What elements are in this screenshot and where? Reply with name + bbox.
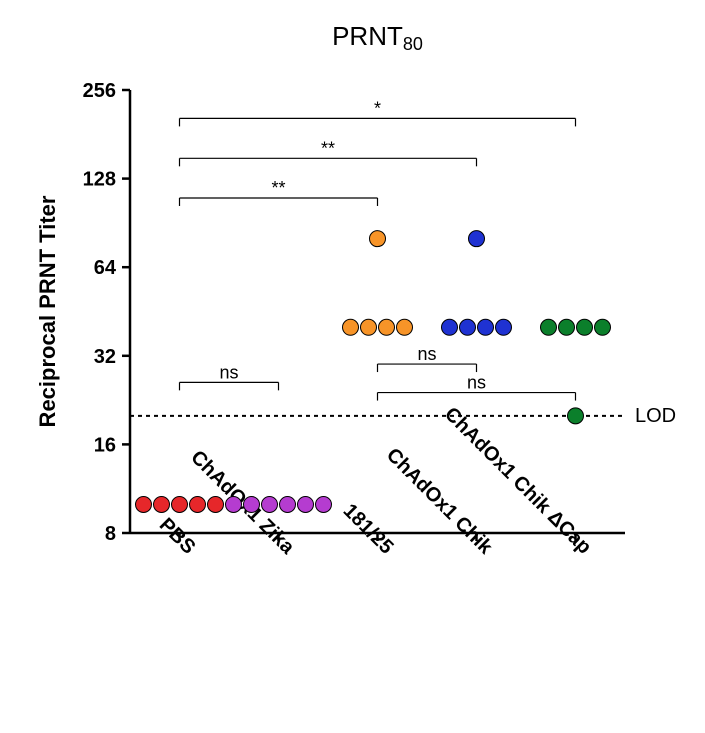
data-point (190, 496, 206, 512)
x-tick-label: ChAdOx1 Chik (382, 444, 497, 559)
significance-label: ** (271, 178, 285, 198)
lod-label: LOD (635, 405, 676, 427)
data-point (442, 319, 458, 335)
significance-bracket: ns (378, 344, 477, 372)
x-tick-label: 181/25 (339, 500, 398, 559)
data-point (460, 319, 476, 335)
data-point (316, 496, 332, 512)
data-point (154, 496, 170, 512)
significance-bracket: ns (180, 362, 279, 390)
y-tick-label: 32 (94, 346, 116, 368)
significance-label: ns (219, 362, 238, 382)
data-point (262, 496, 278, 512)
data-point (343, 319, 359, 335)
data-point (541, 319, 557, 335)
data-point (280, 496, 296, 512)
significance-bracket: * (180, 98, 576, 126)
x-tick-label: PBS (155, 514, 200, 559)
data-point (370, 231, 386, 247)
significance-label: ** (321, 138, 335, 158)
data-point (478, 319, 494, 335)
significance-label: * (374, 98, 381, 118)
y-tick-label: 64 (94, 257, 117, 279)
significance-bracket: ** (180, 178, 378, 206)
data-point (568, 408, 584, 424)
data-point (496, 319, 512, 335)
data-point (397, 319, 413, 335)
y-tick-label: 8 (105, 523, 116, 545)
prnt-chart: PRNT80 8 16 32 64 128 256 Reciprocal PRNT Titer… (0, 0, 705, 733)
data-point (361, 319, 377, 335)
data-point (244, 496, 260, 512)
significance-bracket: ns (378, 373, 576, 401)
significance-label: ns (467, 373, 486, 393)
data-point (298, 496, 314, 512)
chart-title: PRNT80 (332, 21, 423, 54)
chart-svg: PRNT80 8 16 32 64 128 256 Reciprocal PRNT Titer… (0, 0, 705, 733)
data-point (136, 496, 152, 512)
data-point (208, 496, 224, 512)
significance-bracket: ** (180, 138, 477, 166)
data-point (559, 319, 575, 335)
data-point (379, 319, 395, 335)
data-point (226, 496, 242, 512)
data-point (595, 319, 611, 335)
significance-label: ns (417, 344, 436, 364)
data-point (469, 231, 485, 247)
y-tick-label: 16 (94, 434, 116, 456)
y-tick-label: 128 (83, 169, 116, 191)
y-tick-label: 256 (83, 80, 116, 102)
data-point (577, 319, 593, 335)
y-axis-label: Reciprocal PRNT Titer (35, 195, 60, 427)
data-point (172, 496, 188, 512)
